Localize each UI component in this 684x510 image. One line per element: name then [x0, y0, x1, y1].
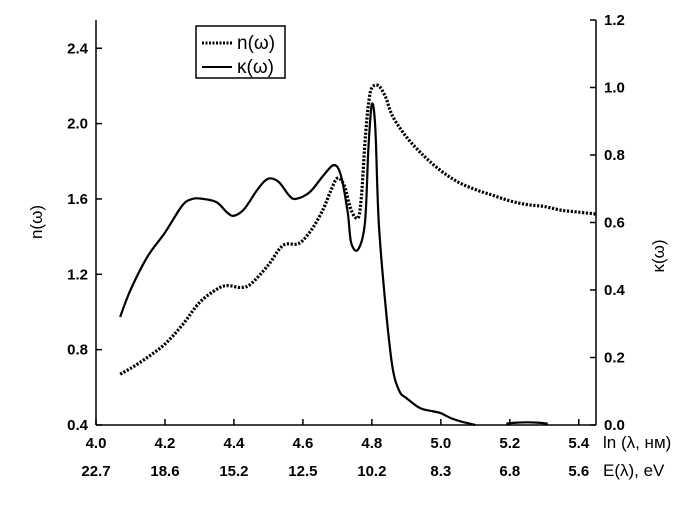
- y-right-title: κ(ω): [649, 239, 668, 272]
- y-right-tick-label: 0.2: [604, 350, 625, 367]
- y-left-tick-label: 0.8: [67, 342, 88, 359]
- series-line-0: [119, 83, 597, 376]
- energy-ticks: 22.7 18.6 15.2 12.5 10.2 8.3 6.8 5.6: [81, 463, 589, 480]
- series-line-2: [506, 421, 548, 425]
- y-right-tick-label: 1.2: [604, 12, 625, 29]
- y-left-tick-label: 1.6: [67, 191, 88, 208]
- energy-tick-label: 5.6: [568, 463, 589, 480]
- y-left-tick-label: 2.4: [67, 40, 89, 57]
- y-left-tick-label: 1.2: [67, 266, 88, 283]
- legend-label-k: κ(ω): [237, 57, 274, 78]
- series-layer: [119, 83, 597, 427]
- energy-axis-title: E(λ), eV: [603, 461, 665, 480]
- energy-tick-label: 8.3: [430, 463, 451, 480]
- x-tick-label: 4.0: [86, 435, 107, 452]
- y-right-tick-label: 0.6: [604, 215, 625, 232]
- energy-tick-label: 12.5: [288, 463, 317, 480]
- y-right-tick-label: 0.4: [604, 282, 626, 299]
- x-axis-title: ln (λ, нм): [603, 433, 671, 452]
- energy-tick-label: 15.2: [219, 463, 248, 480]
- legend: n(ω) κ(ω): [195, 25, 286, 79]
- legend-box: [195, 25, 286, 79]
- x-tick-label: 5.0: [430, 435, 451, 452]
- energy-tick-label: 10.2: [357, 463, 386, 480]
- x-tick-label: 4.8: [361, 435, 382, 452]
- y-left-title: n(ω): [27, 205, 46, 239]
- y-left-ticks: 0.4 0.8 1.2 1.6 2.0 2.4: [67, 40, 102, 434]
- y-right-tick-label: 1.0: [604, 80, 625, 97]
- x-ticks: 4.0 4.2 4.4 4.6 4.8 5.0 5.2 5.4: [86, 419, 590, 452]
- energy-tick-label: 18.6: [150, 463, 179, 480]
- y-left-tick-label: 0.4: [67, 417, 89, 434]
- x-tick-label: 5.4: [568, 435, 590, 452]
- y-right-tick-label: 0.8: [604, 147, 625, 164]
- x-tick-label: 4.4: [224, 435, 246, 452]
- x-tick-label: 5.2: [499, 435, 520, 452]
- x-tick-label: 4.2: [155, 435, 176, 452]
- y-right-tick-label: 0.0: [604, 417, 625, 434]
- legend-label-n: n(ω): [237, 33, 275, 54]
- energy-tick-label: 6.8: [499, 463, 520, 480]
- energy-tick-label: 22.7: [81, 463, 110, 480]
- x-tick-label: 4.6: [292, 435, 313, 452]
- y-left-tick-label: 2.0: [67, 116, 88, 133]
- y-right-ticks: 0.0 0.2 0.4 0.6 0.8 1.0 1.2: [590, 12, 626, 434]
- series-line-1: [119, 102, 476, 427]
